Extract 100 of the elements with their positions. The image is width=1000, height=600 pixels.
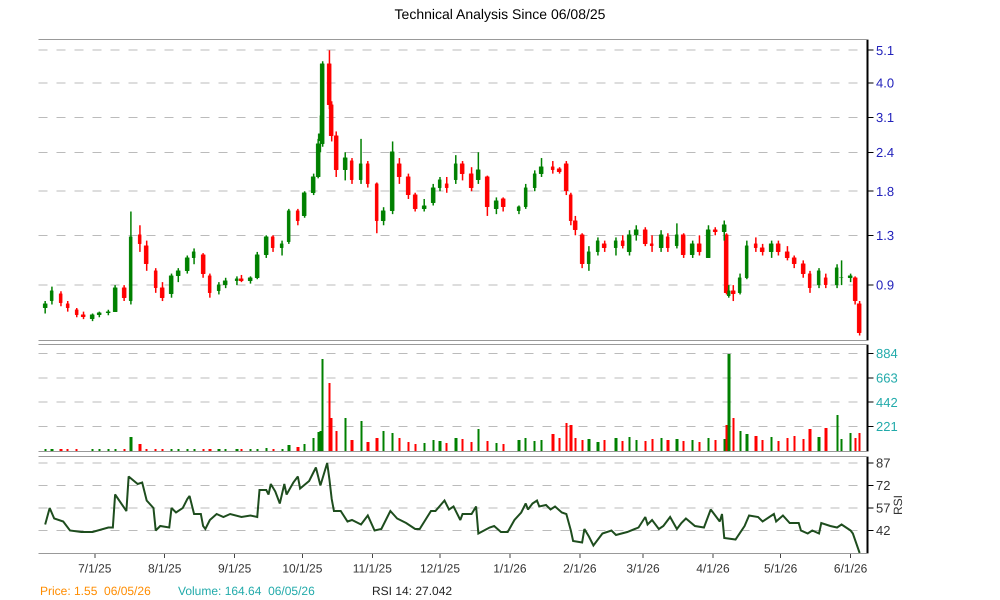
- bar: [723, 439, 726, 451]
- x-tick-label: 9/1/25: [218, 561, 252, 576]
- bar: [675, 439, 678, 451]
- bar: [477, 429, 480, 451]
- bar: [581, 440, 584, 451]
- bar: [287, 445, 290, 451]
- y-tick-label: 2.4: [876, 144, 894, 160]
- bar: [517, 440, 520, 451]
- bar: [725, 425, 728, 451]
- bar: [793, 436, 796, 451]
- bar: [651, 439, 654, 451]
- bar: [635, 440, 638, 451]
- bar: [432, 440, 434, 451]
- bar: [350, 440, 354, 451]
- bar: [321, 359, 324, 451]
- chart-title: Technical Analysis Since 06/08/25: [394, 6, 606, 22]
- bar: [360, 421, 362, 451]
- bar: [854, 438, 856, 451]
- bar: [317, 432, 320, 451]
- bar: [574, 438, 576, 451]
- bar: [698, 442, 700, 451]
- y-axis-title: RSI: [890, 494, 905, 516]
- bar: [660, 438, 662, 451]
- x-tick-label: 11/1/25: [352, 561, 392, 576]
- y-tick-label: 663: [876, 370, 898, 386]
- bar: [423, 443, 426, 451]
- y-tick-label: 1.3: [876, 228, 894, 243]
- x-tick-label: 4/1/26: [696, 561, 730, 576]
- x-tick-label: 2/1/26: [563, 561, 597, 576]
- bar: [495, 443, 498, 451]
- bar: [533, 441, 536, 451]
- bar: [129, 437, 132, 451]
- bar: [587, 439, 590, 451]
- bar: [502, 444, 504, 451]
- x-tick-label: 1/1/26: [493, 561, 527, 576]
- bar: [614, 438, 618, 451]
- x-tick-label: 7/1/25: [78, 561, 112, 576]
- bar: [817, 437, 820, 451]
- bar: [312, 438, 314, 451]
- bar: [138, 444, 142, 451]
- bar: [666, 440, 670, 451]
- x-tick-label: 10/1/25: [282, 561, 323, 576]
- bar: [524, 438, 526, 451]
- bar: [682, 441, 684, 451]
- bar: [786, 438, 788, 451]
- bar: [754, 436, 758, 451]
- x-tick-label: 8/1/25: [148, 561, 182, 576]
- bar: [569, 425, 572, 451]
- y-tick-label: 1.8: [876, 184, 894, 199]
- bar: [596, 442, 600, 451]
- bar: [470, 442, 472, 451]
- x-tick-label: 3/1/26: [626, 561, 660, 576]
- bar: [486, 441, 488, 451]
- bar: [375, 438, 378, 451]
- bar: [265, 448, 268, 451]
- bar: [438, 441, 442, 451]
- bar: [761, 440, 764, 451]
- x-tick-label: 12/1/25: [420, 561, 460, 576]
- bar: [382, 431, 384, 451]
- bar: [732, 418, 734, 451]
- bar: [707, 438, 710, 451]
- bar: [344, 418, 346, 451]
- text: RSI 14: 27.042: [372, 584, 452, 598]
- bar: [802, 439, 804, 451]
- bar: [303, 444, 306, 451]
- y-tick-label: 42: [876, 523, 890, 538]
- bar: [836, 415, 838, 451]
- bar: [840, 439, 842, 451]
- bar: [558, 438, 560, 451]
- bar: [414, 444, 416, 451]
- bar: [745, 434, 748, 451]
- bar: [551, 434, 554, 451]
- bar: [328, 383, 330, 451]
- bar: [777, 441, 780, 451]
- bar: [714, 440, 716, 451]
- x-tick-label: 6/1/26: [834, 561, 868, 576]
- bar: [858, 433, 860, 451]
- bar: [540, 440, 542, 451]
- y-tick-label: 57: [876, 500, 890, 516]
- bar: [770, 437, 772, 451]
- bar: [454, 438, 458, 451]
- y-tick-label: 87: [876, 456, 890, 471]
- bar: [296, 447, 300, 451]
- bar: [644, 441, 646, 451]
- bar: [849, 433, 852, 451]
- bar: [565, 423, 568, 451]
- bar: [335, 431, 338, 451]
- x-tick-label: 5/1/26: [764, 561, 798, 576]
- bar: [621, 441, 624, 451]
- bar: [824, 428, 828, 451]
- bar: [398, 438, 400, 451]
- y-tick-label: 3.1: [876, 110, 894, 126]
- text: Price: 1.55 06/05/26: [40, 584, 152, 598]
- bar: [391, 433, 394, 451]
- bar: [445, 443, 448, 451]
- bar: [628, 437, 630, 451]
- bar: [739, 431, 742, 451]
- bar: [366, 442, 370, 451]
- y-tick-label: 5.1: [876, 42, 894, 58]
- bar: [808, 429, 812, 451]
